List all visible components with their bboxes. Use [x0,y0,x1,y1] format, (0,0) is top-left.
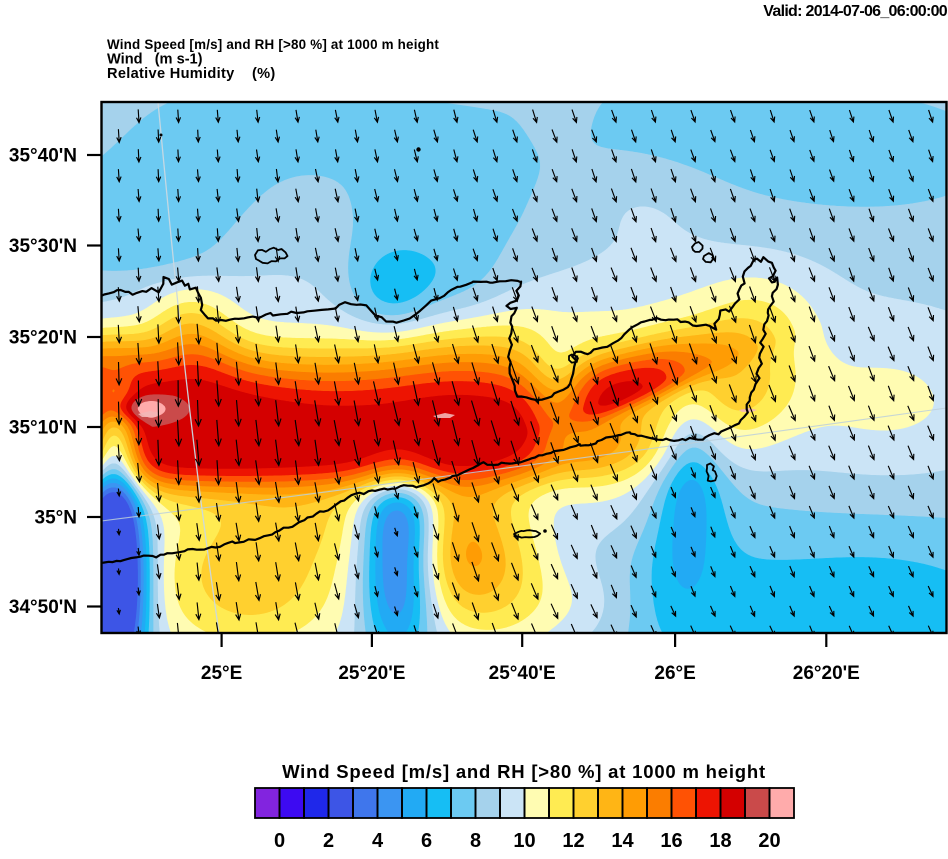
svg-text:Wind (m s-1): Wind (m s-1) [107,52,203,68]
svg-text:34°50'N: 34°50'N [9,597,77,618]
svg-text:2: 2 [323,830,334,852]
svg-text:10: 10 [513,830,535,852]
svg-text:Wind Speed [m/s] and RH [>80 %: Wind Speed [m/s] and RH [>80 %] at 1000 … [107,37,439,52]
svg-text:35°10'N: 35°10'N [9,418,77,439]
svg-text:Relative Humidity (%): Relative Humidity (%) [107,66,276,82]
svg-text:6: 6 [421,830,432,852]
svg-text:Wind Speed [m/s] and RH [>80 %: Wind Speed [m/s] and RH [>80 %] at 1000 … [282,761,766,782]
svg-text:25°40'E: 25°40'E [489,663,556,684]
svg-text:26°E: 26°E [654,663,695,684]
svg-text:35°20'N: 35°20'N [9,328,77,349]
svg-text:18: 18 [709,830,731,852]
svg-text:20: 20 [758,830,780,852]
svg-text:Valid: 2014-07-06_06:00:00: Valid: 2014-07-06_06:00:00 [763,3,948,20]
svg-text:35°30'N: 35°30'N [9,236,77,257]
svg-text:25°20'E: 25°20'E [338,663,405,684]
svg-text:35°40'N: 35°40'N [9,146,77,167]
svg-text:16: 16 [660,830,682,852]
svg-text:25°E: 25°E [201,663,242,684]
svg-text:14: 14 [611,830,634,852]
svg-text:12: 12 [562,830,584,852]
svg-text:0: 0 [274,830,285,852]
svg-text:26°20'E: 26°20'E [793,663,860,684]
svg-text:35°N: 35°N [35,508,77,529]
svg-text:8: 8 [470,830,481,852]
svg-text:4: 4 [372,830,384,852]
